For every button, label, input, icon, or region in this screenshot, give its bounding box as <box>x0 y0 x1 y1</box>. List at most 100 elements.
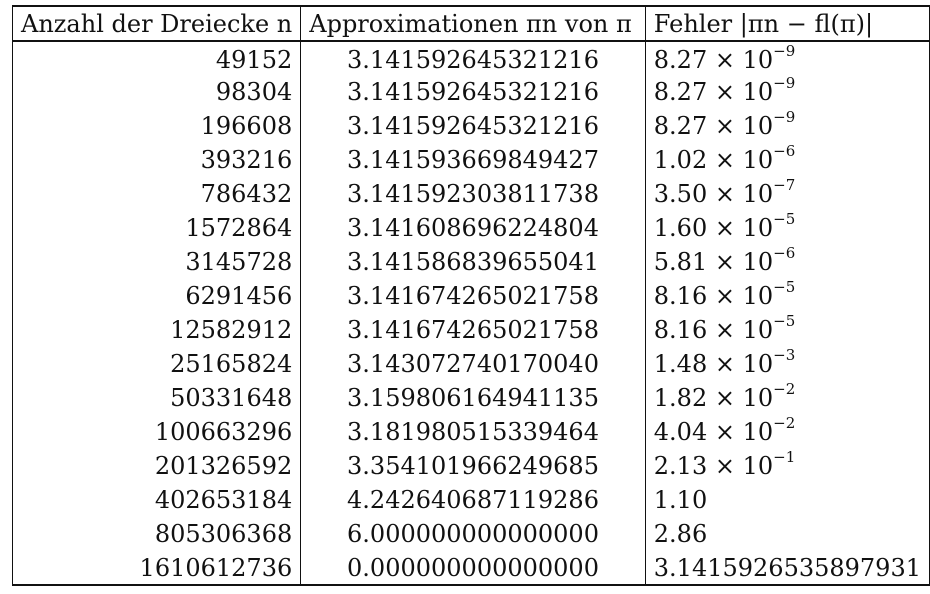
table-row: 1610612736 0.000000000000000 3.14159265358… <box>11 551 930 585</box>
error-mantissa: 3.1415926535897931 <box>653 553 921 582</box>
cell-triangle-count: 402653184 <box>11 483 302 517</box>
cell-triangle-count: 3145728 <box>11 245 302 279</box>
error-mantissa: 4.04 × 10 <box>653 418 774 446</box>
error-exponent: −2 <box>773 380 796 398</box>
cell-triangle-count: 25165824 <box>11 347 302 381</box>
table-row: 100663296 3.181980515339464 4.04 × 10−2 <box>11 414 930 449</box>
cell-error: 3.50 × 10−7 <box>644 176 930 211</box>
cell-triangle-count: 12582912 <box>11 313 302 347</box>
cell-approximation: 4.242640687119286 <box>300 483 646 517</box>
error-mantissa: 8.27 × 10 <box>653 78 774 106</box>
error-exponent: −9 <box>773 108 796 126</box>
cell-error: 3.1415926535897931 <box>644 551 930 585</box>
table-row: 393216 3.141593669849427 1.02 × 10−6 <box>11 142 930 177</box>
error-mantissa: 5.81 × 10 <box>653 248 774 276</box>
cell-triangle-count: 805306368 <box>11 517 302 551</box>
error-exponent: −3 <box>773 346 796 364</box>
table-row: 402653184 4.242640687119286 1.10 <box>11 483 930 517</box>
error-mantissa: 8.27 × 10 <box>653 45 774 74</box>
cell-error: 2.86 <box>644 517 930 551</box>
error-exponent: −9 <box>773 41 796 60</box>
error-exponent: −6 <box>773 142 796 160</box>
cell-approximation: 3.159806164941135 <box>300 381 646 415</box>
cell-triangle-count: 100663296 <box>11 415 302 449</box>
table-row: 3145728 3.141586839655041 5.81 × 10−6 <box>11 244 930 279</box>
cell-approximation: 3.354101966249685 <box>300 449 646 483</box>
cell-triangle-count: 1610612736 <box>11 551 302 585</box>
cell-error: 2.13 × 10−1 <box>644 448 930 483</box>
header-approximation: Approximationen πn von π <box>300 6 646 42</box>
cell-approximation: 3.141592645321216 <box>300 109 646 143</box>
error-mantissa: 1.10 <box>653 486 708 514</box>
cell-triangle-count: 393216 <box>11 143 302 177</box>
table-row: 49152 3.141592645321216 8.27 × 10−9 <box>11 41 930 75</box>
cell-approximation: 3.141592645321216 <box>300 75 646 109</box>
table-row: 786432 3.141592303811738 3.50 × 10−7 <box>11 176 930 211</box>
pi-approximation-table: Anzahl der Dreiecke n Approximationen πn… <box>11 5 930 586</box>
error-mantissa: 8.16 × 10 <box>653 282 774 310</box>
cell-triangle-count: 196608 <box>11 109 302 143</box>
error-exponent: −9 <box>773 74 796 92</box>
cell-approximation: 3.141674265021758 <box>300 313 646 347</box>
cell-triangle-count: 98304 <box>11 75 302 109</box>
cell-approximation: 3.143072740170040 <box>300 347 646 381</box>
cell-error: 1.02 × 10−6 <box>644 142 930 177</box>
error-mantissa: 8.27 × 10 <box>653 112 774 140</box>
cell-error: 1.82 × 10−2 <box>644 380 930 415</box>
cell-triangle-count: 6291456 <box>11 279 302 313</box>
error-exponent: −2 <box>773 414 796 432</box>
cell-error: 8.16 × 10−5 <box>644 312 930 347</box>
cell-error: 4.04 × 10−2 <box>644 414 930 449</box>
cell-triangle-count: 50331648 <box>11 381 302 415</box>
error-exponent: −1 <box>773 448 796 466</box>
error-mantissa: 8.16 × 10 <box>653 316 774 344</box>
error-mantissa: 2.86 <box>653 520 708 548</box>
table-row: 25165824 3.143072740170040 1.48 × 10−3 <box>11 346 930 381</box>
cell-error: 1.60 × 10−5 <box>644 210 930 245</box>
table-row: 201326592 3.354101966249685 2.13 × 10−1 <box>11 448 930 483</box>
cell-error: 8.27 × 10−9 <box>644 108 930 143</box>
cell-error: 8.27 × 10−9 <box>644 41 930 75</box>
cell-approximation: 3.181980515339464 <box>300 415 646 449</box>
error-mantissa: 1.48 × 10 <box>653 350 774 378</box>
table-row: 50331648 3.159806164941135 1.82 × 10−2 <box>11 380 930 415</box>
table-row: 805306368 6.000000000000000 2.86 <box>11 517 930 551</box>
cell-approximation: 6.000000000000000 <box>300 517 646 551</box>
cell-approximation: 3.141674265021758 <box>300 279 646 313</box>
table-body: 49152 3.141592645321216 8.27 × 10−9 98304 3.… <box>11 41 930 585</box>
cell-approximation: 3.141586839655041 <box>300 245 646 279</box>
cell-error: 1.48 × 10−3 <box>644 346 930 381</box>
error-exponent: −5 <box>773 312 796 330</box>
header-error: Fehler |πn − fl(π)| <box>644 6 930 42</box>
table-row: 12582912 3.141674265021758 8.16 × 10−5 <box>11 312 930 347</box>
error-exponent: −7 <box>773 176 796 194</box>
header-triangle-count: Anzahl der Dreiecke n <box>11 6 302 42</box>
cell-triangle-count: 786432 <box>11 177 302 211</box>
cell-error: 8.27 × 10−9 <box>644 74 930 109</box>
cell-error: 5.81 × 10−6 <box>644 244 930 279</box>
table-row: 196608 3.141592645321216 8.27 × 10−9 <box>11 108 930 143</box>
error-exponent: −5 <box>773 278 796 296</box>
cell-approximation: 0.000000000000000 <box>300 551 646 585</box>
cell-approximation: 3.141592645321216 <box>300 41 646 75</box>
cell-approximation: 3.141608696224804 <box>300 211 646 245</box>
table-container: Anzahl der Dreiecke n Approximationen πn… <box>11 5 930 586</box>
cell-triangle-count: 201326592 <box>11 449 302 483</box>
header-row: Anzahl der Dreiecke n Approximationen πn… <box>11 6 930 42</box>
cell-approximation: 3.141592303811738 <box>300 177 646 211</box>
cell-triangle-count: 49152 <box>11 41 302 75</box>
error-mantissa: 1.60 × 10 <box>653 214 774 242</box>
table-row: 6291456 3.141674265021758 8.16 × 10−5 <box>11 278 930 313</box>
error-mantissa: 3.50 × 10 <box>653 180 774 208</box>
error-mantissa: 1.02 × 10 <box>653 146 774 174</box>
table-row: 1572864 3.141608696224804 1.60 × 10−5 <box>11 210 930 245</box>
error-mantissa: 1.82 × 10 <box>653 384 774 412</box>
cell-triangle-count: 1572864 <box>11 211 302 245</box>
error-mantissa: 2.13 × 10 <box>653 452 774 480</box>
cell-approximation: 3.141593669849427 <box>300 143 646 177</box>
error-exponent: −6 <box>773 244 796 262</box>
cell-error: 8.16 × 10−5 <box>644 278 930 313</box>
error-exponent: −5 <box>773 210 796 228</box>
cell-error: 1.10 <box>644 483 930 517</box>
table-row: 98304 3.141592645321216 8.27 × 10−9 <box>11 74 930 109</box>
